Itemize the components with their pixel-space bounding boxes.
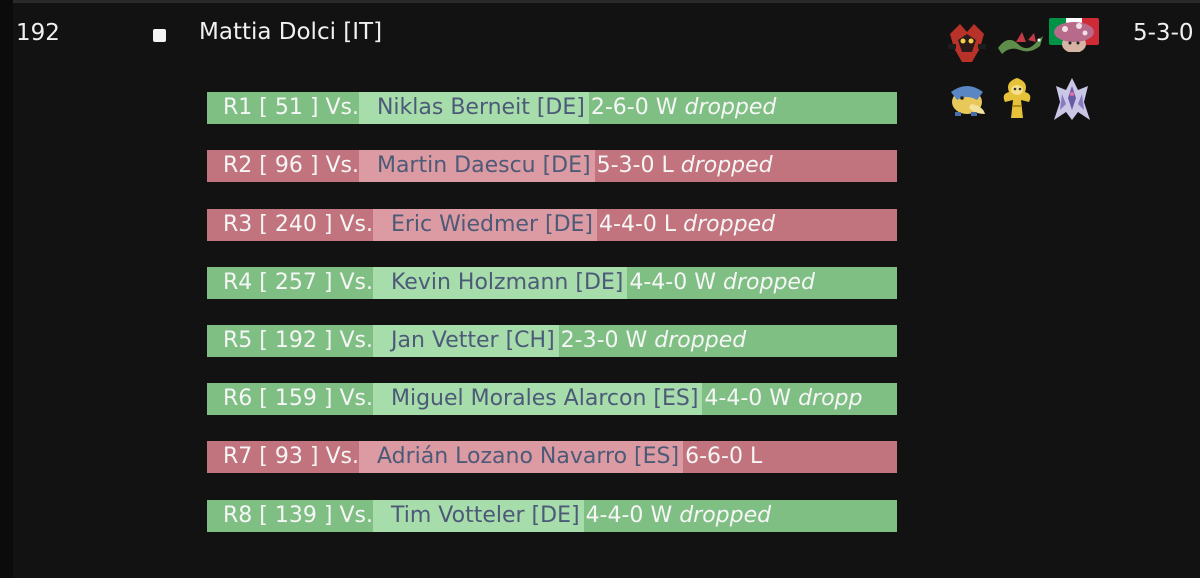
top-divider [13,0,1200,3]
blue-yellow-bird-pokemon-icon [947,80,987,122]
player-rank: 192 [16,20,60,46]
select-player-checkbox[interactable] [153,29,166,42]
round-result: 5-3-0 L dropped [596,153,773,178]
opponent-name[interactable]: Eric Wiedmer [DE] [372,209,598,241]
round-result: 4-4-0 W dropped [629,270,815,295]
round-row[interactable]: R3 [ 240 ] Vs. Eric Wiedmer [DE] 4-4-0 L… [207,209,897,241]
round-label: R4 [ 257 ] Vs. [223,270,373,295]
round-label: R6 [ 159 ] Vs. [223,386,373,411]
opponent-name[interactable]: Kevin Holzmann [DE] [372,267,628,299]
round-row[interactable]: R4 [ 257 ] Vs. Kevin Holzmann [DE] 4-4-0… [207,267,897,299]
round-result: 4-4-0 W dropped [585,503,772,528]
opponent-name[interactable]: Martin Daescu [DE] [358,150,595,182]
round-result: 2-3-0 W dropped [560,328,747,353]
green-serpent-pokemon-icon [996,30,1044,60]
round-row[interactable]: R1 [ 51 ] Vs. Niklas Berneit [DE] 2-6-0 … [207,92,897,124]
round-row[interactable]: R7 [ 93 ] Vs. Adrián Lozano Navarro [ES]… [207,441,897,473]
round-row[interactable]: R2 [ 96 ] Vs. Martin Daescu [DE] 5-3-0 L… [207,150,897,182]
opponent-name[interactable]: Adrián Lozano Navarro [ES] [358,441,684,473]
player-record: 5-3-0 [1133,20,1194,46]
red-dark-pokemon-icon [944,22,990,68]
round-result: 6-6-0 L [685,444,763,469]
round-label: R8 [ 139 ] Vs. [223,503,373,528]
opponent-name[interactable]: Miguel Morales Alarcon [ES] [372,383,703,415]
round-result: 2-6-0 W dropped [590,95,777,120]
round-result: 4-4-0 L dropped [599,212,776,237]
round-row[interactable]: R6 [ 159 ] Vs. Miguel Morales Alarcon [E… [207,383,897,415]
yellow-plant-pokemon-icon [999,76,1035,124]
round-label: R3 [ 240 ] Vs. [223,212,373,237]
round-row[interactable]: R8 [ 139 ] Vs. Tim Votteler [DE] 4-4-0 W… [207,500,897,532]
round-label: R5 [ 192 ] Vs. [223,328,373,353]
round-label: R1 [ 51 ] Vs. [223,95,359,120]
opponent-name[interactable]: Niklas Berneit [DE] [358,92,589,124]
round-label: R2 [ 96 ] Vs. [223,153,359,178]
player-name[interactable]: Mattia Dolci [IT] [199,19,383,45]
opponent-name[interactable]: Jan Vetter [CH] [372,325,559,357]
round-result: 4-4-0 W dropp [704,386,863,411]
pink-mushroom-pokemon-icon [1049,18,1099,56]
round-row[interactable]: R5 [ 192 ] Vs. Jan Vetter [CH] 2-3-0 W d… [207,325,897,357]
round-label: R7 [ 93 ] Vs. [223,444,359,469]
white-purple-dragon-pokemon-icon [1050,76,1094,126]
opponent-name[interactable]: Tim Votteler [DE] [372,500,584,532]
